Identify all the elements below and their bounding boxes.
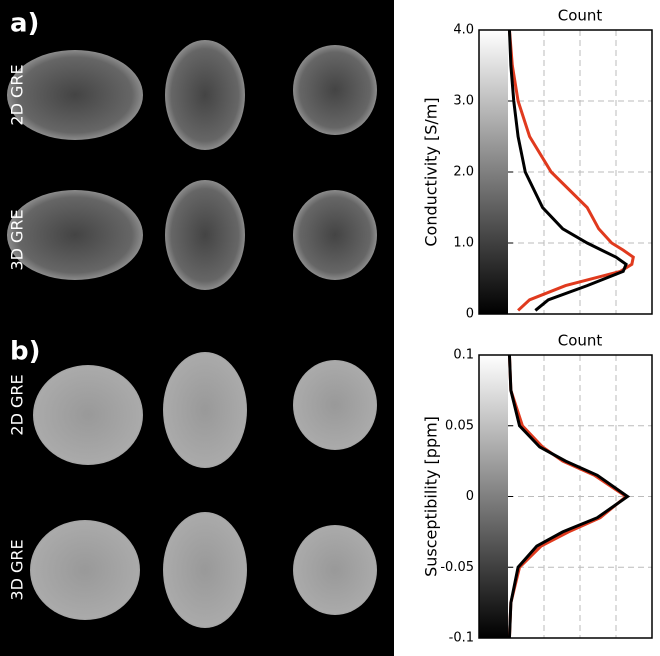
plot-frame (478, 29, 653, 315)
series-line (507, 29, 628, 312)
plot-frame (478, 354, 653, 639)
y-tick-label: 3.0 (453, 94, 474, 109)
row-label: 3D GRE (8, 209, 27, 270)
y-tick-label: -0.1 (449, 631, 474, 646)
row-label: 2D GRE (8, 64, 27, 125)
row-label: 2D GRE (8, 374, 27, 435)
y-tick-label: 4.0 (453, 23, 474, 38)
y-tick-label: 0 (466, 489, 474, 504)
y-tick-label: -0.05 (440, 560, 474, 575)
colorbar (479, 30, 508, 314)
row-label: 3D GRE (8, 539, 27, 600)
brain-images (7, 40, 377, 628)
y-tick-label: 0.05 (445, 418, 474, 433)
x-axis-label: Count (558, 7, 603, 25)
colorbar (479, 355, 508, 638)
series-line (507, 354, 631, 639)
panel-label: a) (10, 9, 39, 39)
y-tick-label: 0 (466, 307, 474, 322)
x-axis-label: Count (558, 332, 603, 350)
y-axis-label: Susceptibility [ppm] (422, 416, 441, 577)
y-tick-label: 0.1 (453, 348, 474, 363)
series-line (507, 29, 635, 312)
panel-label: b) (10, 337, 41, 367)
y-axis-label: Conductivity [S/m] (422, 97, 441, 246)
y-tick-label: 2.0 (453, 165, 474, 180)
y-tick-label: 1.0 (453, 236, 474, 251)
